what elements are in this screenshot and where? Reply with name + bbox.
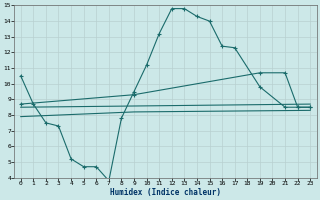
X-axis label: Humidex (Indice chaleur): Humidex (Indice chaleur) <box>110 188 221 197</box>
